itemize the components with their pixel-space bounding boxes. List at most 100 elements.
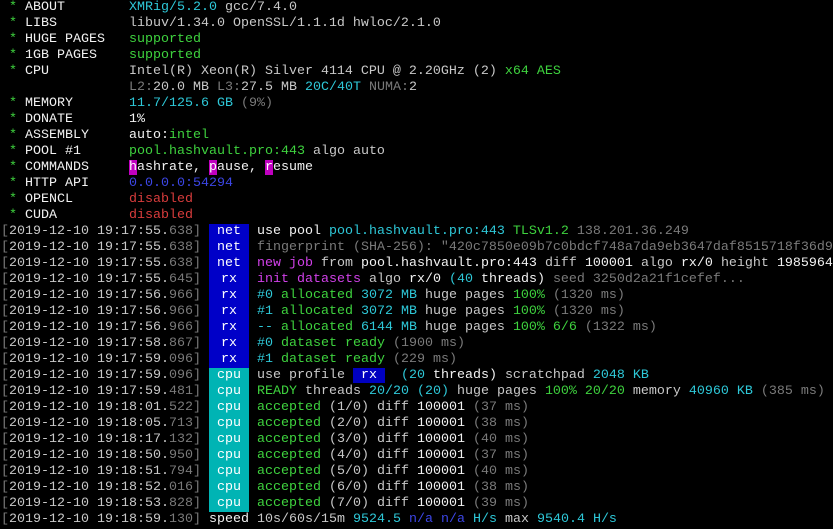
timestamp-bracket: ] xyxy=(192,432,209,447)
timestamp: 2019-12-10 19:18:53. xyxy=(9,496,169,511)
text-segment: threads xyxy=(304,384,369,399)
timestamp: 2019-12-10 19:18:05. xyxy=(9,416,169,431)
log-line: [2019-12-10 19:18:17.132] cpu accepted (… xyxy=(1,432,833,448)
text-segment: disabled xyxy=(128,208,193,223)
bullet-icon: * xyxy=(1,16,25,31)
log-tag-rx: rx xyxy=(208,288,249,304)
info-line: L2:20.0 MB L3:27.5 MB 20C/40T NUMA:2 xyxy=(1,80,833,96)
timestamp: 2019-12-10 19:18:52. xyxy=(9,480,169,495)
text-segment: #0 xyxy=(256,336,281,351)
info-line: * CPU Intel(R) Xeon(R) Silver 4114 CPU @… xyxy=(1,64,833,80)
log-tag-cpu: cpu xyxy=(208,416,249,432)
text-segment: dataset ready xyxy=(280,352,393,367)
text-segment: (1/0) xyxy=(328,400,377,415)
text-segment: threads) xyxy=(432,368,505,383)
text-segment xyxy=(249,496,257,511)
timestamp-bracket: ] xyxy=(192,512,209,527)
text-segment xyxy=(249,416,257,431)
timestamp-bracket: ] xyxy=(192,336,209,351)
timestamp: 2019-12-10 19:17:55. xyxy=(9,240,169,255)
timestamp-bracket: [ xyxy=(1,480,9,495)
text-segment: p xyxy=(208,160,217,175)
timestamp: 2019-12-10 19:18:59. xyxy=(9,512,169,527)
text-segment: diff xyxy=(376,480,417,495)
text-segment: algo xyxy=(640,256,681,271)
bullet-icon: * xyxy=(1,176,25,191)
text-segment: accepted xyxy=(256,448,329,463)
info-line: * OPENCL disabled xyxy=(1,192,833,208)
timestamp-bracket: ] xyxy=(192,224,209,239)
text-segment xyxy=(249,288,257,303)
text-segment: new job xyxy=(256,256,321,271)
timestamp-bracket: [ xyxy=(1,240,9,255)
text-segment: init datasets xyxy=(256,272,369,287)
text-segment: 1985964 xyxy=(776,256,833,271)
bullet-icon: * xyxy=(1,144,25,159)
text-segment: huge pages xyxy=(456,384,545,399)
text-segment: algo auto xyxy=(304,144,385,159)
text-segment xyxy=(249,368,257,383)
timestamp-ms: 794 xyxy=(168,464,193,479)
info-label: ASSEMBLY xyxy=(25,128,129,143)
text-segment: (385 ms) xyxy=(760,384,825,399)
text-segment: huge pages xyxy=(424,304,513,319)
text-segment: 0.0.0.0:54294 xyxy=(128,176,233,191)
text-segment: 3072 MB xyxy=(360,288,425,303)
log-tag-rx: rx xyxy=(208,272,249,288)
text-segment: L2: xyxy=(128,80,153,95)
timestamp-bracket: ] xyxy=(192,496,209,511)
text-segment: 100% 6/6 xyxy=(512,320,585,335)
log-line: [2019-12-10 19:17:56.966] rx -- allocate… xyxy=(1,320,833,336)
timestamp-bracket: [ xyxy=(1,272,9,287)
info-label: 1GB PAGES xyxy=(25,48,129,63)
timestamp-ms: 638 xyxy=(168,256,193,271)
text-segment xyxy=(249,480,257,495)
timestamp: 2019-12-10 19:17:56. xyxy=(9,320,169,335)
text-segment xyxy=(249,240,257,255)
text-segment: (40 ms) xyxy=(472,432,529,447)
timestamp-bracket: ] xyxy=(192,304,209,319)
text-segment: (1322 ms) xyxy=(584,320,657,335)
text-segment: L3: xyxy=(216,80,241,95)
log-line: [2019-12-10 19:17:59.096] rx #1 dataset … xyxy=(1,352,833,368)
text-segment xyxy=(249,256,257,271)
bullet-icon: * xyxy=(1,0,25,15)
timestamp: 2019-12-10 19:17:56. xyxy=(9,288,169,303)
text-segment: (1900 ms) xyxy=(392,336,465,351)
text-segment: ause, xyxy=(216,160,265,175)
log-line: [2019-12-10 19:18:05.713] cpu accepted (… xyxy=(1,416,833,432)
timestamp-ms: 638 xyxy=(168,224,193,239)
text-segment: accepted xyxy=(256,496,329,511)
info-line: * DONATE 1% xyxy=(1,112,833,128)
timestamp: 2019-12-10 19:18:17. xyxy=(9,432,169,447)
text-segment: libuv/1.34.0 OpenSSL/1.1.1d hwloc/2.1.0 xyxy=(128,16,441,31)
timestamp-bracket: [ xyxy=(1,432,9,447)
text-segment: 6144 MB xyxy=(360,320,425,335)
timestamp-bracket: [ xyxy=(1,320,9,335)
text-segment: (39 ms) xyxy=(472,496,529,511)
text-segment: (40 xyxy=(448,272,481,287)
timestamp-bracket: ] xyxy=(192,352,209,367)
timestamp-ms: 645 xyxy=(168,272,193,287)
text-segment: diff xyxy=(376,496,417,511)
text-segment xyxy=(249,464,257,479)
text-segment: #1 xyxy=(256,352,281,367)
text-segment: (38 ms) xyxy=(472,480,529,495)
text-segment: accepted xyxy=(256,416,329,431)
text-segment: dataset ready xyxy=(280,336,393,351)
log-line: [2019-12-10 19:17:55.638] net fingerprin… xyxy=(1,240,833,256)
text-segment: 9540.4 H/s xyxy=(536,512,617,527)
text-segment: XMRig/5.2.0 xyxy=(128,0,217,15)
timestamp-bracket: [ xyxy=(1,368,9,383)
log-tag-cpu: cpu xyxy=(208,480,249,496)
text-segment: diff xyxy=(544,256,585,271)
text-segment: (5/0) xyxy=(328,464,377,479)
timestamp-bracket: [ xyxy=(1,512,9,527)
log-line: [2019-12-10 19:18:01.522] cpu accepted (… xyxy=(1,400,833,416)
timestamp-ms: 016 xyxy=(168,480,193,495)
info-line: * CUDA disabled xyxy=(1,208,833,224)
bullet-icon: * xyxy=(1,96,25,111)
text-segment xyxy=(249,272,257,287)
text-segment: pool.hashvault.pro:443 xyxy=(128,144,305,159)
